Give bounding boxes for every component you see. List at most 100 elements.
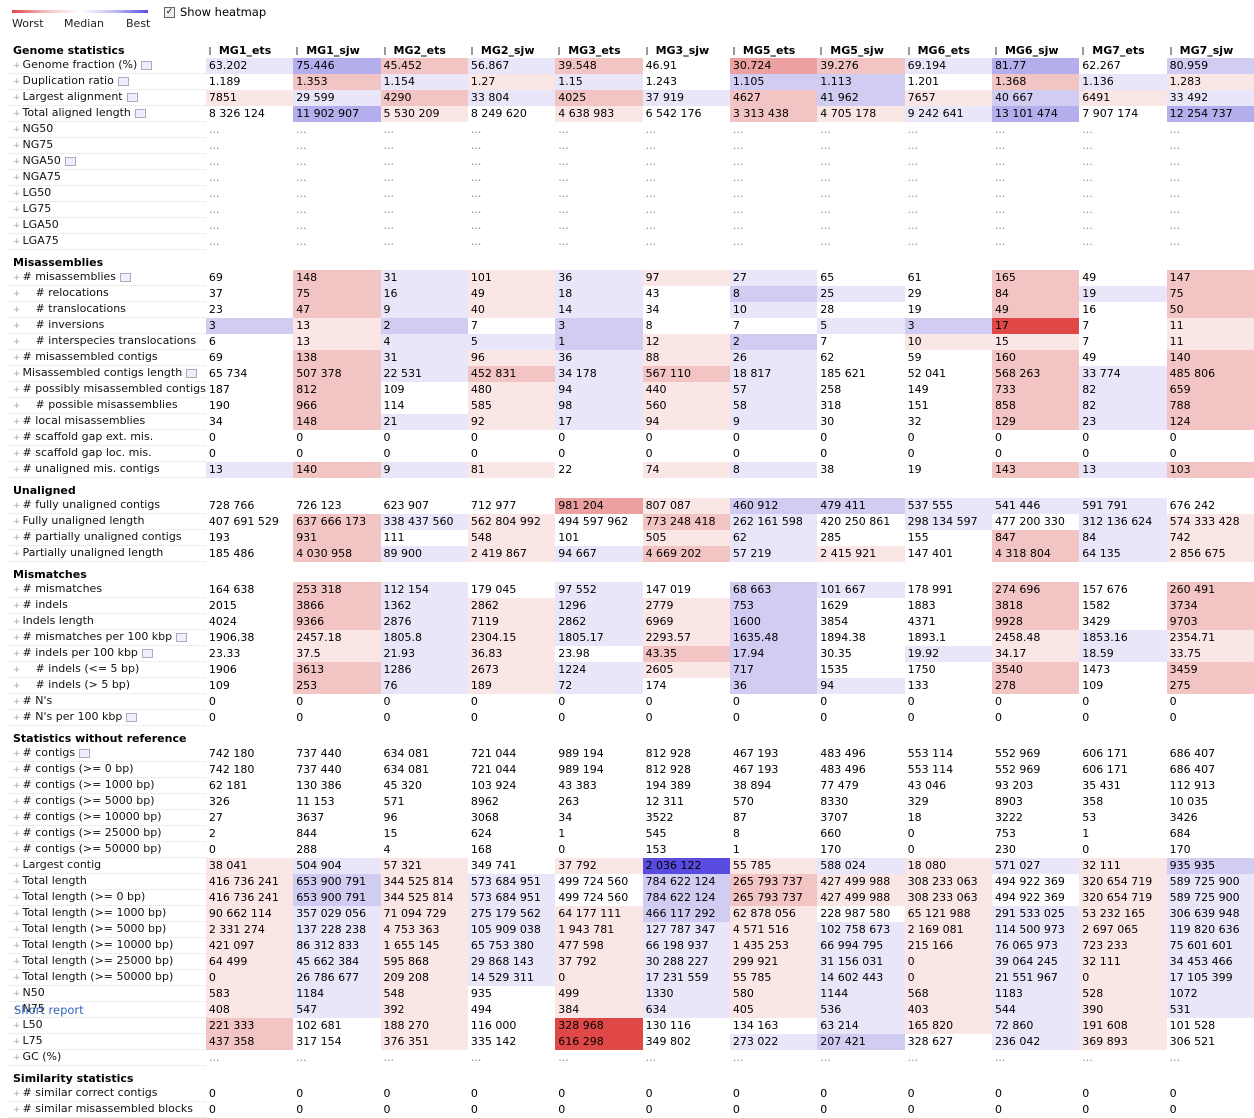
plot-icon[interactable] <box>117 76 129 86</box>
expand-icon[interactable]: + <box>13 109 21 119</box>
drag-handle-icon[interactable] <box>470 46 478 55</box>
expand-icon[interactable]: + <box>13 1105 21 1115</box>
column-header[interactable]: MG6_ets <box>905 43 992 58</box>
expand-icon[interactable]: + <box>13 1021 21 1031</box>
expand-icon[interactable]: + <box>13 1005 21 1015</box>
metric-name[interactable]: + Indels length <box>10 613 206 630</box>
expand-icon[interactable]: + <box>13 205 21 215</box>
expand-icon[interactable]: + <box>13 797 21 807</box>
table-row[interactable]: + Total aligned length 8 326 124 11 902 907… <box>10 105 1254 122</box>
table-row[interactable]: + NGA75..................................… <box>10 169 1254 186</box>
expand-icon[interactable]: + <box>13 237 21 247</box>
expand-icon[interactable]: + <box>13 465 21 475</box>
metric-name[interactable]: + NG75 <box>10 137 206 154</box>
expand-icon[interactable]: + <box>13 957 21 967</box>
plot-icon[interactable] <box>79 748 91 758</box>
table-row[interactable]: + # contigs (>= 5000 bp) 326 11 153 571 8962 2… <box>10 793 1254 810</box>
metric-name[interactable]: + # inversions <box>10 317 206 334</box>
expand-icon[interactable]: + <box>13 417 21 427</box>
table-row[interactable]: + # N's 0 0 0 0 0 0 0 0 0 0 0 0 <box>10 693 1254 710</box>
metric-name[interactable]: + N50 <box>10 985 206 1002</box>
table-row[interactable]: + NGA50..................................… <box>10 153 1254 170</box>
metric-name[interactable]: + NG50 <box>10 121 206 138</box>
expand-icon[interactable]: + <box>13 697 21 707</box>
table-row[interactable]: + # similar misassembled blocks 0 0 0 0 0 0 0 0 0 0… <box>10 1101 1254 1118</box>
expand-icon[interactable]: + <box>13 973 21 983</box>
expand-icon[interactable]: + <box>13 125 21 135</box>
table-row[interactable]: + # inversions 3 13 2 7 3 8 7 5 3 17 7 11 <box>10 317 1254 334</box>
table-row[interactable]: + # interspecies translocations 6 13 4 5 1 12 2 7… <box>10 333 1254 350</box>
expand-icon[interactable]: + <box>13 601 21 611</box>
expand-icon[interactable]: + <box>13 141 21 151</box>
expand-icon[interactable]: + <box>13 401 21 411</box>
expand-icon[interactable]: + <box>13 649 21 659</box>
table-row[interactable]: + # possible misassemblies 190 966 114 585 98 5… <box>10 397 1254 414</box>
metric-name[interactable]: + Largest alignment <box>10 89 206 106</box>
metric-name[interactable]: + NGA50 <box>10 153 206 170</box>
expand-icon[interactable]: + <box>13 501 21 511</box>
expand-icon[interactable]: + <box>13 1037 21 1047</box>
table-row[interactable]: + NG75...................................… <box>10 137 1254 154</box>
metric-name[interactable]: + GC (%) <box>10 1049 206 1066</box>
column-header[interactable]: MG1_sjw <box>293 43 380 58</box>
column-header[interactable]: MG7_sjw <box>1167 43 1254 58</box>
expand-icon[interactable]: + <box>13 585 21 595</box>
short-report-link[interactable]: Short report <box>14 1003 84 1017</box>
table-row[interactable]: + # unaligned mis. contigs 13 140 9 81 22 74 8 38… <box>10 461 1254 478</box>
table-row[interactable]: + N50 583 1184 548 935 499 1330 580 1144 568 1183 52… <box>10 985 1254 1002</box>
table-row[interactable]: + # contigs (>= 50000 bp) 0 288 4 168 0 153 1 170… <box>10 841 1254 858</box>
expand-icon[interactable]: + <box>13 665 21 675</box>
metric-name[interactable]: + # similar correct contigs <box>10 1086 206 1102</box>
expand-icon[interactable]: + <box>13 157 21 167</box>
table-row[interactable]: + NG50...................................… <box>10 121 1254 138</box>
metric-name[interactable]: + # similar misassembled blocks <box>10 1101 206 1118</box>
metric-name[interactable]: + # unaligned mis. contigs <box>10 461 206 478</box>
table-row[interactable]: + # local misassemblies 34 148 21 92 17 94 9 30 32… <box>10 413 1254 430</box>
table-row[interactable]: + # indels (> 5 bp) 109 253 76 189 72 174 36 94 13… <box>10 677 1254 694</box>
table-row[interactable]: + # misassemblies 69 148 31 101 36 97 27 65 61 165 4… <box>10 270 1254 286</box>
heatmap-toggle[interactable]: ✓ Show heatmap <box>164 5 266 19</box>
metric-name[interactable]: + # scaffold gap ext. mis. <box>10 429 206 446</box>
metric-name[interactable]: + L50 <box>10 1017 206 1034</box>
expand-icon[interactable]: + <box>13 305 21 315</box>
metric-name[interactable]: + # possible misassemblies <box>10 397 206 414</box>
column-header[interactable]: MG2_ets <box>381 43 468 58</box>
metric-name[interactable]: + Total length (>= 1000 bp) <box>10 905 206 922</box>
table-row[interactable]: + N75 408 547 392 494 384 634 405 536 403 544 390 531 <box>10 1001 1254 1018</box>
table-row[interactable]: + # contigs (>= 25000 bp) 2 844 15 624 1 545 8 66… <box>10 825 1254 842</box>
metric-name[interactable]: + LG75 <box>10 201 206 218</box>
expand-icon[interactable]: + <box>13 845 21 855</box>
table-row[interactable]: + # translocations 23 47 9 40 14 34 10 28 19 49 16 50 <box>10 301 1254 318</box>
drag-handle-icon[interactable] <box>732 46 740 55</box>
metric-name[interactable]: + Total length (>= 0 bp) <box>10 889 206 906</box>
table-row[interactable]: + Total length (>= 1000 bp) 90 662 114 357 … <box>10 905 1254 922</box>
column-header[interactable]: MG6_sjw <box>992 43 1079 58</box>
metric-name[interactable]: + # scaffold gap loc. mis. <box>10 445 206 462</box>
drag-handle-icon[interactable] <box>296 46 303 55</box>
table-row[interactable]: + LGA50..................................… <box>10 217 1254 234</box>
expand-icon[interactable]: + <box>13 713 21 723</box>
table-row[interactable]: + LG75...................................… <box>10 201 1254 218</box>
metric-name[interactable]: + # indels <box>10 597 206 614</box>
table-row[interactable]: + Total length (>= 10000 bp) 421 097 86 312… <box>10 937 1254 954</box>
table-row[interactable]: + GC (%).................................… <box>10 1049 1254 1066</box>
column-header[interactable]: MG7_ets <box>1079 43 1166 58</box>
metric-name[interactable]: + # interspecies translocations <box>10 333 206 350</box>
plot-icon[interactable] <box>126 92 138 102</box>
metric-name[interactable]: + # mismatches <box>10 582 206 598</box>
table-row[interactable]: + # fully unaligned contigs 728 766 726 123… <box>10 498 1254 514</box>
column-header[interactable]: MG3_ets <box>555 43 642 58</box>
expand-icon[interactable]: + <box>13 877 21 887</box>
column-header[interactable]: MG5_ets <box>730 43 817 58</box>
expand-icon[interactable]: + <box>13 861 21 871</box>
table-row[interactable]: + # possibly misassembled contigs 187 812 10… <box>10 381 1254 398</box>
drag-handle-icon[interactable] <box>907 46 915 55</box>
metric-name[interactable]: + # contigs (>= 0 bp) <box>10 761 206 778</box>
table-row[interactable]: + Indels length 4024 9366 2876 7119 2862 6969 16… <box>10 613 1254 630</box>
drag-handle-icon[interactable] <box>208 46 216 55</box>
table-row[interactable]: + Total length (>= 5000 bp) 2 331 274 137 2… <box>10 921 1254 938</box>
expand-icon[interactable]: + <box>13 1053 21 1063</box>
table-row[interactable]: + # contigs (>= 1000 bp) 62 181 130 386 45 3… <box>10 777 1254 794</box>
table-row[interactable]: + # N's per 100 kbp 0 0 0 0 0 0 0 0 0 0 0 0 <box>10 709 1254 726</box>
column-header[interactable]: MG2_sjw <box>468 43 555 58</box>
